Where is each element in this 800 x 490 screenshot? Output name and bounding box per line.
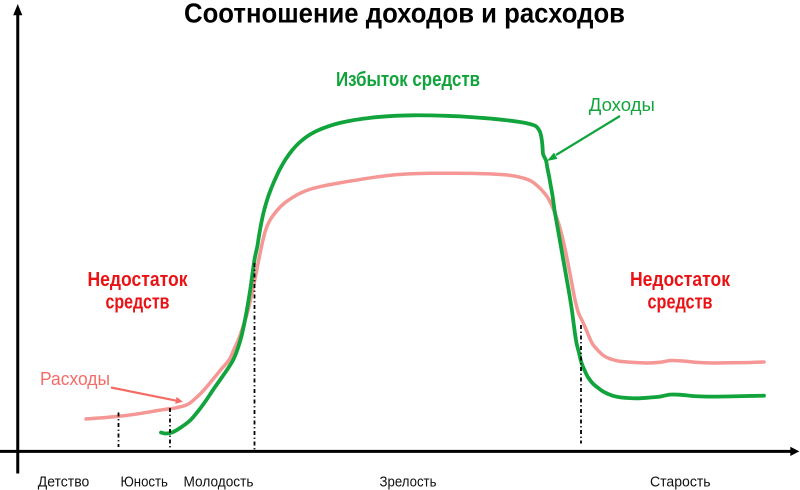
- svg-text:Молодость: Молодость: [184, 473, 254, 490]
- svg-text:Доходы: Доходы: [589, 95, 655, 115]
- svg-text:Соотношение доходов и расходов: Соотношение доходов и расходов: [184, 0, 625, 29]
- svg-text:Старость: Старость: [650, 473, 711, 490]
- svg-text:Расходы: Расходы: [40, 369, 110, 389]
- svg-text:Недостаток: Недостаток: [630, 269, 731, 291]
- svg-text:средств: средств: [648, 292, 713, 314]
- svg-text:Детство: Детство: [38, 473, 90, 490]
- svg-text:Избыток средств: Избыток средств: [336, 69, 480, 91]
- svg-text:Зрелость: Зрелость: [380, 473, 437, 490]
- svg-text:Юность: Юность: [120, 473, 168, 490]
- svg-text:Недостаток: Недостаток: [88, 269, 189, 291]
- svg-text:средств: средств: [106, 292, 170, 314]
